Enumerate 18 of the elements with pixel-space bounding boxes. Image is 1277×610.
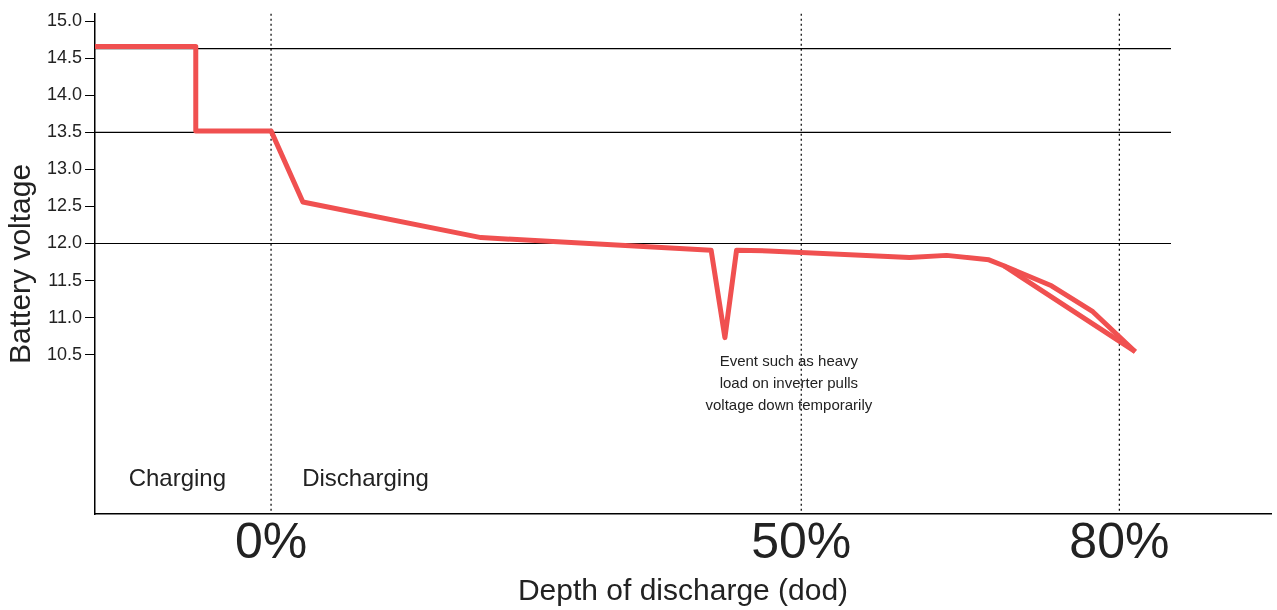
annotation: Discharging [302, 463, 429, 491]
x-tick-label: 80% [1069, 512, 1170, 569]
y-tick-label: 15.0 [46, 10, 83, 31]
y-tick-label: 14.0 [46, 84, 83, 105]
x-tick-label: 50% [751, 512, 852, 569]
y-tick-label: 11.5 [48, 269, 83, 290]
x-axis-title: Depth of discharge (dod) [517, 573, 849, 607]
y-tick-label: 13.5 [46, 121, 83, 142]
y-tick-label: 12.0 [46, 232, 83, 253]
y-axis-title: Battery voltage [3, 163, 37, 364]
annotation: Charging [128, 463, 227, 491]
y-tick-label: 14.5 [46, 47, 83, 68]
y-tick-label: 10.5 [46, 343, 83, 364]
y-tick-label: 12.5 [46, 195, 83, 216]
x-tick-label: 0% [234, 512, 308, 569]
annotation: Event such as heavy load on inverter pulls voltage down temporarily [705, 352, 873, 414]
y-tick-label: 13.0 [46, 158, 83, 179]
y-tick-label: 11.0 [48, 306, 83, 327]
